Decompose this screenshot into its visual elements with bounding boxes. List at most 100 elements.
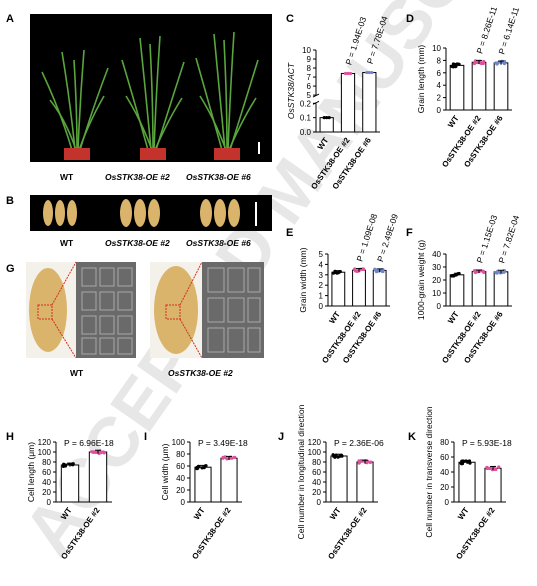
label-oe2-a: OsSTK38-OE #2 xyxy=(105,172,170,182)
label-wt-a: WT xyxy=(60,172,74,182)
data-point xyxy=(502,270,506,274)
y-tick-label: 0 xyxy=(445,498,450,507)
scale-bar-b xyxy=(255,202,257,226)
data-point xyxy=(502,60,507,64)
y-tick-label: 10 xyxy=(432,44,441,53)
y-tick-label: 4 xyxy=(319,260,324,269)
panel-letter-h: H xyxy=(6,431,14,443)
data-point xyxy=(460,462,464,466)
y-tick-label: 100 xyxy=(38,448,52,457)
label-oe2-g: OsSTK38-OE #2 xyxy=(168,368,233,378)
label-wt-g: WT xyxy=(70,368,84,378)
data-point xyxy=(348,71,353,76)
bar xyxy=(471,61,487,111)
sem-cells-wt xyxy=(81,267,133,355)
seed-wt xyxy=(29,268,67,352)
y-tick-label: 20 xyxy=(440,483,449,492)
y-tick-label: 20 xyxy=(42,488,51,497)
chart-k: 0 20 40 60 80 Cell number in transverse direc… xyxy=(424,406,512,561)
x-category-label: OsSTK38-OE #6 xyxy=(341,310,384,366)
bar xyxy=(493,62,509,111)
bar xyxy=(471,271,487,307)
y-tick-label: 7 xyxy=(307,73,312,82)
y-tick-label: 10 xyxy=(302,46,311,55)
y-tick-label: 8 xyxy=(307,64,312,73)
y-axis-label: Cell width (μm) xyxy=(160,443,170,500)
bar xyxy=(319,117,334,133)
data-point xyxy=(472,61,477,66)
data-point xyxy=(196,466,200,470)
x-category-label: WT xyxy=(192,506,207,521)
y-tick-label: 0.1 xyxy=(300,114,312,123)
panel-letter-f: F xyxy=(406,227,413,239)
data-point xyxy=(62,462,66,466)
data-point xyxy=(496,61,500,65)
x-category-label: WT xyxy=(456,506,471,521)
panel-letter-k: K xyxy=(408,431,416,443)
y-tick-label: 40 xyxy=(440,468,449,477)
p-value-label: P = 6.14E-11 xyxy=(496,5,521,55)
label-oe6-a: OsSTK38-OE #6 xyxy=(186,172,251,182)
y-tick-label: 6 xyxy=(307,82,312,91)
data-point xyxy=(468,461,472,465)
data-point xyxy=(479,61,483,66)
y-tick-label: 10 xyxy=(432,289,441,298)
data-point xyxy=(327,116,331,120)
y-tick-label: 2 xyxy=(437,94,442,103)
y-tick-label: 80 xyxy=(440,438,449,447)
y-tick-label: 80 xyxy=(42,458,51,467)
data-point xyxy=(482,270,486,274)
data-point xyxy=(221,456,225,460)
plant-wt xyxy=(41,49,109,160)
y-tick-label: 60 xyxy=(42,468,51,477)
seed-oe2 xyxy=(154,266,198,354)
bar xyxy=(330,455,348,503)
x-category-label: WT xyxy=(328,506,343,521)
data-point xyxy=(357,459,361,463)
data-point xyxy=(361,267,366,272)
y-tick-label: 5 xyxy=(307,91,312,100)
p-value-label: P = 8.26E-11 xyxy=(474,5,499,55)
y-axis-label: OsSTK38/ACT xyxy=(286,62,296,119)
grains xyxy=(43,199,240,227)
label-wt-b: WT xyxy=(60,238,74,248)
zoom-box-oe2 xyxy=(165,304,181,320)
y-axis-label: 1000-grain weight (g) xyxy=(416,240,426,320)
data-point xyxy=(233,455,237,460)
panel-g: G WT OsSTK38-OE #2 xyxy=(6,261,264,378)
scale-bar xyxy=(258,142,260,154)
panel-letter-d: D xyxy=(406,13,414,25)
bar xyxy=(372,269,387,307)
bar xyxy=(331,271,346,307)
x-category-label: WT xyxy=(446,114,461,129)
data-point xyxy=(365,70,369,75)
y-tick-label: 0.0 xyxy=(300,128,312,137)
y-tick-label: 80 xyxy=(312,458,321,467)
panel-b: B WT OsSTK38-OE #2 OsSTK38-OE #6 xyxy=(6,195,272,248)
data-point xyxy=(355,269,359,274)
y-tick-label: 2 xyxy=(319,281,324,290)
y-tick-label: 0 xyxy=(437,106,442,115)
plant-photo xyxy=(30,14,272,162)
data-point xyxy=(475,60,479,65)
x-category-label: WT xyxy=(327,310,342,325)
data-point xyxy=(369,460,373,464)
bar xyxy=(449,274,465,307)
y-tick-label: 100 xyxy=(172,438,186,447)
y-tick-label: 20 xyxy=(176,486,185,495)
y-tick-label: 0 xyxy=(319,302,324,311)
y-tick-label: 120 xyxy=(308,438,322,447)
y-tick-label: 60 xyxy=(440,453,449,462)
data-point xyxy=(367,70,371,75)
panel-letter-a: A xyxy=(6,13,14,25)
bar xyxy=(352,269,366,307)
y-axis-label: Grain width (mm) xyxy=(298,247,308,312)
data-point xyxy=(102,451,106,455)
p-value-label: P = 2.36E-06 xyxy=(334,438,384,448)
p-value-label: P = 7.82E-04 xyxy=(496,214,521,265)
data-point xyxy=(332,454,336,458)
panel-letter-b: B xyxy=(6,195,14,207)
y-axis-label: Grain length (mm) xyxy=(416,45,426,114)
